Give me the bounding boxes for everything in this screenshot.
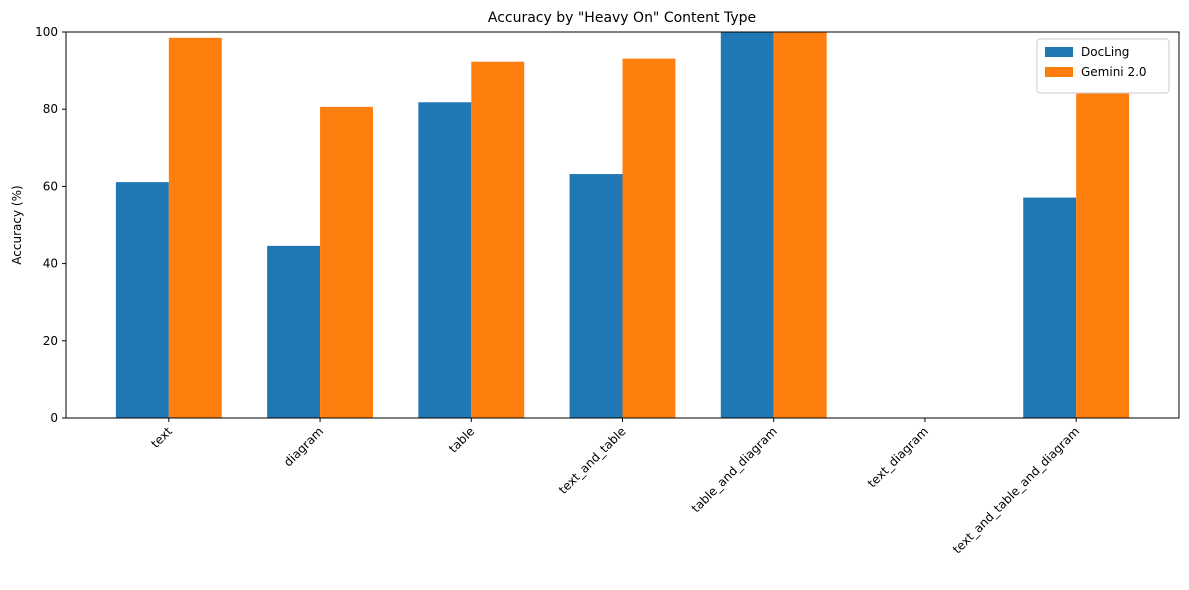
y-tick-label: 0 bbox=[50, 411, 58, 425]
bar bbox=[1076, 87, 1130, 418]
chart-title: Accuracy by "Heavy On" Content Type bbox=[488, 10, 756, 26]
x-tick-label: text_and_table_and_diagram bbox=[950, 424, 1082, 556]
plot-frame bbox=[65, 31, 1180, 419]
x-tick-label: table_and_diagram bbox=[689, 424, 780, 515]
bar bbox=[569, 174, 623, 418]
bar bbox=[720, 32, 774, 418]
bar bbox=[168, 37, 222, 418]
x-tick-label: text_diagram bbox=[865, 424, 931, 490]
legend-swatch bbox=[1045, 47, 1073, 57]
bar bbox=[773, 32, 827, 418]
bar bbox=[471, 61, 525, 419]
x-tick-label: table bbox=[446, 424, 477, 455]
legend-swatch bbox=[1045, 67, 1073, 77]
y-tick-label: 100 bbox=[35, 25, 58, 39]
bar bbox=[622, 58, 676, 418]
legend-label: DocLing bbox=[1081, 45, 1129, 59]
bar bbox=[115, 182, 169, 418]
y-axis-label: Accuracy (%) bbox=[10, 185, 24, 264]
bar bbox=[267, 245, 321, 418]
legend-label: Gemini 2.0 bbox=[1081, 65, 1147, 79]
bar bbox=[1023, 197, 1077, 418]
y-tick-label: 80 bbox=[43, 102, 58, 116]
bar bbox=[418, 102, 472, 418]
y-tick-label: 60 bbox=[43, 179, 58, 193]
bar bbox=[320, 106, 373, 418]
y-tick-label: 20 bbox=[43, 334, 58, 348]
x-tick-label: text_and_table bbox=[556, 424, 629, 497]
x-tick-label: text bbox=[148, 424, 175, 451]
x-tick-label: diagram bbox=[281, 424, 326, 469]
y-tick-label: 40 bbox=[43, 257, 58, 271]
